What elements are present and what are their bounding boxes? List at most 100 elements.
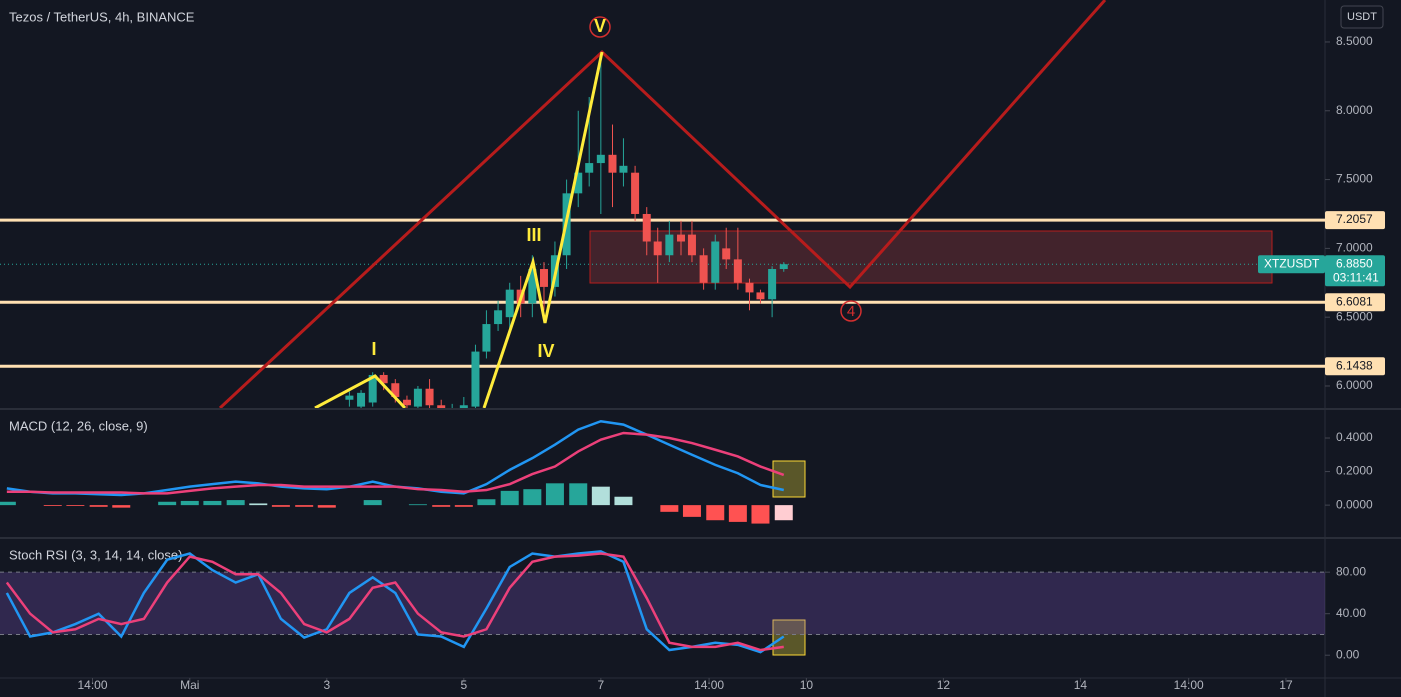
candle-body [756, 292, 765, 300]
histogram-bar [317, 505, 336, 508]
candle-body [482, 324, 491, 352]
x-tick-label: 12 [937, 678, 951, 692]
wave-label: V [594, 16, 606, 36]
x-tick-label: 3 [323, 678, 330, 692]
y-tick-label: 8.0000 [1336, 103, 1373, 117]
histogram-bar [226, 500, 245, 506]
stoch-pane [0, 550, 1325, 654]
level-label: 6.6081 [1336, 294, 1373, 308]
wave-label: IV [537, 341, 554, 361]
wave-circle [589, 16, 611, 38]
histogram-bar [569, 483, 588, 506]
highlight-box [772, 619, 806, 656]
histogram-bar [158, 501, 177, 506]
histogram-bar [545, 483, 564, 506]
candle-body [642, 213, 651, 242]
candle-body [653, 241, 662, 256]
last-price-label: 6.8850 [1336, 256, 1373, 270]
candle-body [425, 388, 434, 406]
candle-body [494, 310, 503, 325]
candle-body [413, 388, 422, 407]
candle-body [379, 374, 388, 384]
histogram-bar [249, 503, 268, 506]
candle-body [676, 234, 685, 242]
candle-body [539, 269, 548, 287]
candle-body [596, 154, 605, 164]
y-tick-label: 80.00 [1336, 564, 1366, 578]
x-tick-label: Mai [180, 678, 199, 692]
candle-body [391, 383, 400, 397]
level-label: 6.1438 [1336, 358, 1373, 372]
indicator-line [6, 431, 785, 495]
currency-box [1340, 5, 1384, 29]
histogram-bar [271, 505, 290, 507]
candle-body [722, 248, 731, 260]
histogram-bar [203, 500, 222, 506]
wave-label: 4 [847, 303, 855, 320]
y-tick-label: 0.00 [1336, 647, 1360, 661]
highlight-box [772, 460, 806, 498]
countdown-label: 03:11:41 [1333, 270, 1379, 284]
macd-pane [0, 419, 793, 524]
histogram-bar [523, 489, 542, 506]
indicator-line [5, 550, 785, 654]
wave-drawings: V III I IV 4 [218, 0, 1107, 408]
histogram-bar [408, 504, 427, 506]
x-tick-label: 14:00 [694, 678, 724, 692]
level-label-box [1325, 211, 1385, 230]
x-tick-label: 10 [800, 678, 814, 692]
histogram-bar [180, 500, 199, 506]
histogram-bar [454, 505, 473, 507]
histogram-bar [660, 505, 679, 512]
candle-body [368, 374, 377, 403]
histogram-bar [295, 505, 314, 507]
histogram-bar [112, 505, 131, 508]
main-pane [0, 51, 1325, 408]
x-tick-label: 14:00 [77, 678, 107, 692]
candle-body [437, 405, 446, 408]
histogram-bar [89, 505, 108, 507]
candle-body [505, 289, 514, 318]
histogram-bar [432, 505, 451, 507]
histogram-bar [477, 499, 496, 506]
currency-label: USDT [1347, 11, 1377, 23]
band-fill [0, 572, 1325, 635]
candle-body [608, 154, 617, 173]
y-tick-label: 0.0000 [1336, 497, 1373, 511]
level-label-box [1325, 357, 1385, 376]
macd-title: MACD (12, 26, close, 9) [9, 418, 148, 433]
y-tick-label: 0.2000 [1336, 464, 1373, 478]
candle-body [631, 172, 640, 214]
y-tick-label: 7.0000 [1336, 241, 1373, 255]
yellow-wave [482, 51, 604, 408]
y-tick-label: 6.0000 [1336, 378, 1373, 392]
y-tick-label: 7.5000 [1336, 172, 1373, 186]
candle-body [345, 395, 354, 400]
histogram-bar [43, 505, 62, 506]
candle-body [687, 234, 696, 256]
x-tick-label: 17 [1279, 678, 1293, 692]
candle-body [459, 405, 468, 408]
stoch-title: Stoch RSI (3, 3, 14, 14, close) [9, 547, 182, 562]
histogram-bar [728, 505, 747, 522]
candle-body [733, 259, 742, 283]
level-label-box [1325, 293, 1385, 312]
histogram-bar [66, 505, 85, 506]
candle-body [699, 255, 708, 283]
y-tick-label: 40.00 [1336, 606, 1366, 620]
candle-body [528, 269, 537, 304]
histogram-bar [682, 505, 701, 517]
price-box [1325, 255, 1385, 287]
candle-body [402, 399, 411, 406]
candle-body [665, 234, 674, 256]
histogram-bar [614, 496, 633, 506]
candle-body [745, 282, 754, 293]
y-tick-label: 8.5000 [1336, 34, 1373, 48]
candle-body [357, 392, 366, 407]
y-tick-label: 0.4000 [1336, 430, 1373, 444]
level-label: 7.2057 [1336, 212, 1373, 226]
x-tick-label: 14:00 [1174, 678, 1204, 692]
indicator-line [5, 552, 784, 652]
histogram-bar [500, 490, 519, 506]
